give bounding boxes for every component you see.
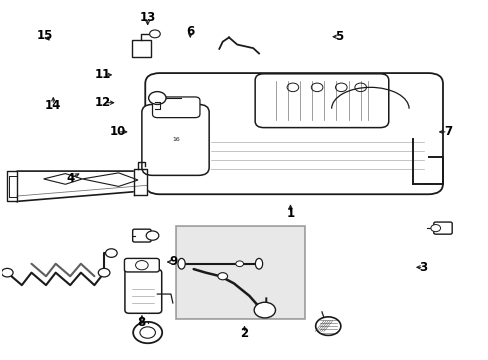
Circle shape [286, 83, 298, 91]
Circle shape [1, 269, 13, 277]
Circle shape [335, 83, 346, 91]
Polygon shape [43, 174, 82, 184]
Circle shape [430, 225, 440, 232]
FancyBboxPatch shape [255, 74, 388, 127]
Circle shape [105, 249, 117, 257]
Text: 7: 7 [443, 125, 451, 138]
FancyBboxPatch shape [124, 258, 159, 272]
Text: 12: 12 [95, 96, 111, 109]
FancyBboxPatch shape [152, 97, 200, 118]
Circle shape [135, 261, 148, 270]
Text: 16: 16 [171, 137, 179, 142]
Circle shape [311, 83, 322, 91]
Circle shape [149, 30, 160, 38]
FancyBboxPatch shape [142, 104, 209, 175]
FancyBboxPatch shape [132, 229, 151, 242]
Circle shape [140, 327, 155, 338]
Circle shape [235, 261, 243, 267]
Text: 15: 15 [37, 29, 53, 42]
Polygon shape [7, 171, 17, 201]
Text: 1: 1 [286, 207, 294, 220]
Text: 3: 3 [419, 261, 427, 274]
Text: 6: 6 [186, 25, 194, 38]
Circle shape [98, 269, 110, 277]
Text: 10: 10 [109, 125, 125, 138]
Text: 8: 8 [138, 316, 146, 329]
Text: 9: 9 [169, 256, 177, 269]
FancyBboxPatch shape [145, 73, 442, 194]
Circle shape [315, 317, 340, 336]
FancyBboxPatch shape [433, 222, 451, 234]
Text: 4: 4 [66, 172, 74, 185]
Text: 13: 13 [139, 11, 156, 24]
FancyBboxPatch shape [124, 269, 162, 313]
Text: 5: 5 [334, 30, 342, 43]
Circle shape [146, 231, 159, 240]
Text: 2: 2 [240, 327, 248, 340]
Polygon shape [134, 169, 146, 195]
FancyBboxPatch shape [175, 226, 305, 319]
Circle shape [354, 83, 366, 91]
Circle shape [218, 273, 227, 280]
Polygon shape [82, 173, 138, 186]
Ellipse shape [178, 258, 185, 269]
Ellipse shape [255, 258, 262, 269]
Circle shape [254, 302, 275, 318]
Circle shape [133, 322, 162, 343]
Text: 14: 14 [45, 99, 61, 112]
Circle shape [148, 91, 166, 104]
Text: 11: 11 [95, 68, 111, 81]
Bar [132, 40, 150, 57]
